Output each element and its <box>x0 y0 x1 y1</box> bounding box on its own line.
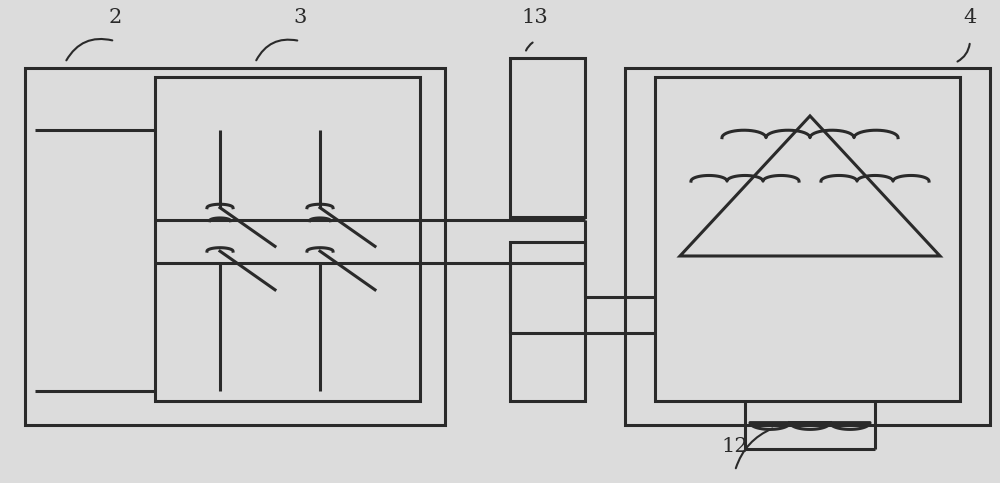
Text: 12: 12 <box>722 438 748 456</box>
Text: 3: 3 <box>293 8 307 27</box>
Text: 13: 13 <box>522 8 548 27</box>
Text: 2: 2 <box>108 8 122 27</box>
Text: 4: 4 <box>963 8 977 27</box>
